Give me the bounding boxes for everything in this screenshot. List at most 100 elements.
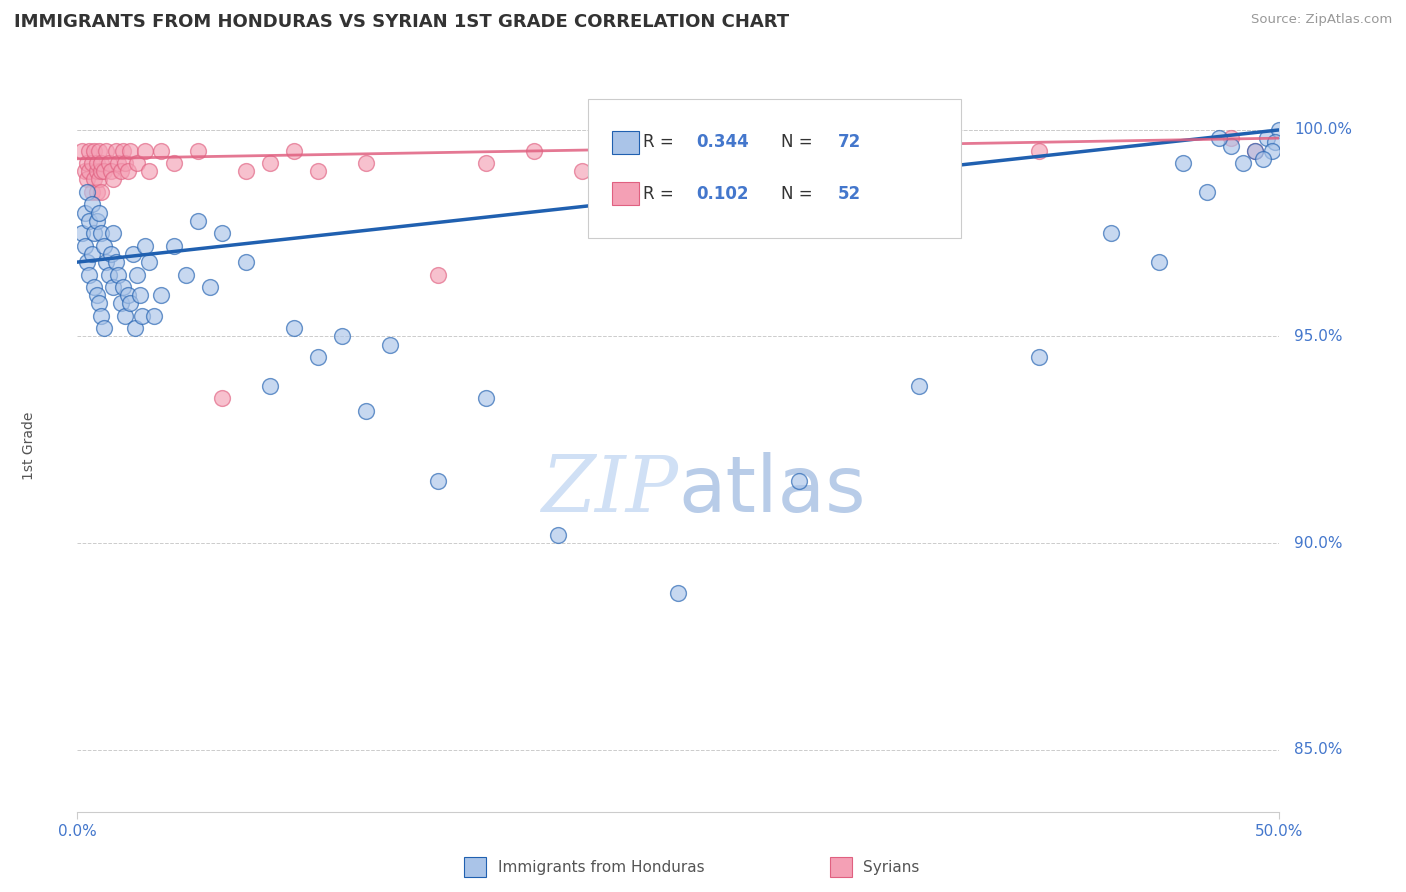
Point [1244,144,1267,158]
Point [150,144,173,158]
Point [354,404,377,418]
Text: 95.0%: 95.0% [1294,329,1343,344]
Point [1251,152,1274,166]
Text: 85.0%: 85.0% [1294,742,1343,757]
Point [1028,144,1050,158]
Point [117,288,139,302]
Point [87,296,110,310]
Point [90,156,112,170]
Point [117,164,139,178]
Point [107,156,129,170]
Point [86,185,108,199]
Point [107,268,129,282]
Point [1197,185,1219,199]
Point [103,172,125,186]
Point [83,280,105,294]
Point [1232,156,1254,170]
Point [121,247,143,261]
Point [79,144,101,158]
Point [378,337,401,351]
Point [86,156,108,170]
Text: atlas: atlas [679,452,866,528]
Point [70,144,93,158]
Text: 52: 52 [838,185,860,202]
Point [547,528,569,542]
Point [76,185,98,199]
Text: Source: ZipAtlas.com: Source: ZipAtlas.com [1251,13,1392,27]
Bar [612,182,640,205]
Point [186,144,209,158]
Point [427,474,450,488]
Point [73,205,96,219]
Text: 72: 72 [838,134,860,152]
Point [73,238,96,252]
Point [114,156,136,170]
Text: ZIP: ZIP [541,451,679,528]
Bar [612,131,640,154]
Point [475,392,498,406]
Point [427,268,450,282]
Point [283,144,305,158]
Point [1028,350,1050,364]
Point [87,205,110,219]
Point [307,164,329,178]
Text: R =: R = [643,185,679,202]
Point [571,164,593,178]
Point [127,268,149,282]
Point [259,156,281,170]
Text: IMMIGRANTS FROM HONDURAS VS SYRIAN 1ST GRADE CORRELATION CHART: IMMIGRANTS FROM HONDURAS VS SYRIAN 1ST G… [14,13,789,31]
Point [1149,255,1171,269]
Point [134,144,156,158]
Point [96,255,118,269]
Text: Syrians: Syrians [863,860,920,874]
Point [100,164,122,178]
Point [787,474,810,488]
Point [1264,135,1286,149]
Point [1261,144,1284,158]
Point [80,247,103,261]
Point [80,156,103,170]
Point [76,156,98,170]
Point [283,321,305,335]
Point [131,309,153,323]
Point [1208,131,1230,145]
Point [259,379,281,393]
Point [110,164,132,178]
Point [87,172,110,186]
Point [110,296,132,310]
Point [79,268,101,282]
Point [87,144,110,158]
Text: 100.0%: 100.0% [1294,122,1353,137]
Point [475,156,498,170]
Point [93,321,115,335]
Point [908,164,931,178]
Text: N =: N = [782,134,818,152]
Text: R =: R = [643,134,679,152]
Point [104,255,127,269]
Point [97,156,120,170]
Point [787,156,810,170]
Point [90,164,112,178]
Point [1268,123,1291,137]
Point [354,156,377,170]
Text: 90.0%: 90.0% [1294,535,1343,550]
Point [93,238,115,252]
Point [1220,139,1243,153]
FancyBboxPatch shape [588,99,960,237]
Point [211,226,233,240]
Point [86,164,108,178]
Point [93,164,115,178]
Point [1244,144,1267,158]
Point [127,156,149,170]
Point [111,144,134,158]
Point [330,329,353,343]
Point [128,288,150,302]
Point [235,164,257,178]
Point [908,379,931,393]
Point [198,280,221,294]
Point [114,309,136,323]
Point [80,197,103,211]
Text: N =: N = [782,185,818,202]
Point [668,144,690,158]
Text: 1st Grade: 1st Grade [22,412,37,480]
